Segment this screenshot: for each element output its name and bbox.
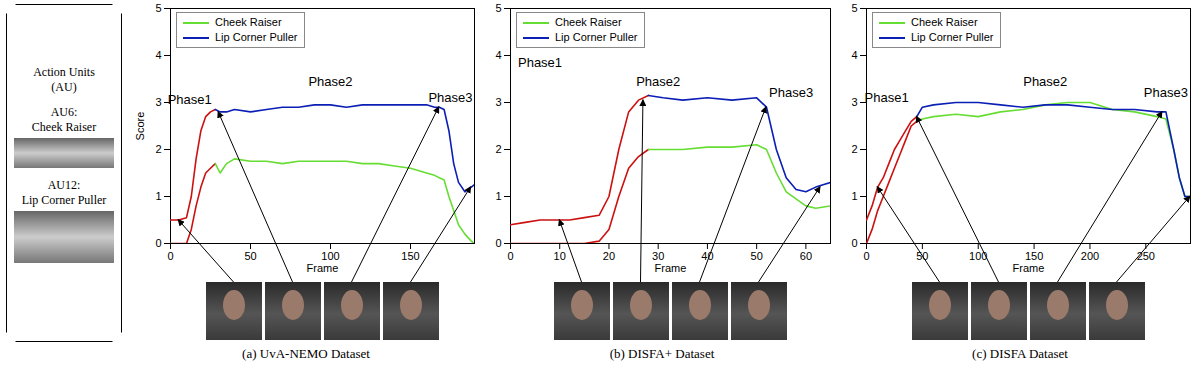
- svg-text:0: 0: [495, 237, 501, 249]
- html-text:(a) UvA-NEMO Dataset: (a) UvA-NEMO Dataset: [242, 346, 370, 361]
- svg-text:10: 10: [554, 250, 566, 262]
- svg-text:Phase3: Phase3: [769, 85, 813, 100]
- svg-text:0: 0: [167, 250, 173, 262]
- svg-text:Phase1: Phase1: [865, 90, 909, 105]
- svg-text:5: 5: [495, 2, 501, 14]
- svg-text:50: 50: [244, 250, 256, 262]
- svg-text:2: 2: [155, 143, 161, 155]
- svg-text:5: 5: [851, 2, 857, 14]
- html-text:Cheek Raiser: Cheek Raiser: [911, 16, 978, 28]
- svg-text:4: 4: [495, 49, 501, 61]
- html-text:(b) DISFA+ Dataset: (b) DISFA+ Dataset: [609, 346, 715, 361]
- svg-text:150: 150: [1025, 250, 1043, 262]
- svg-text:Phase2: Phase2: [308, 74, 352, 89]
- svg-text:Phase1: Phase1: [168, 92, 212, 107]
- svg-text:Score: Score: [134, 112, 146, 141]
- svg-text:Frame: Frame: [1013, 262, 1045, 274]
- html-text:Cheek Raiser: Cheek Raiser: [31, 120, 97, 134]
- svg-text:1: 1: [851, 190, 857, 202]
- svg-text:100: 100: [321, 250, 339, 262]
- svg-text:Phase3: Phase3: [428, 90, 472, 105]
- svg-text:50: 50: [751, 250, 763, 262]
- svg-text:4: 4: [155, 49, 161, 61]
- svg-text:Frame: Frame: [655, 262, 687, 274]
- svg-text:Phase2: Phase2: [1023, 74, 1067, 89]
- svg-text:3: 3: [851, 96, 857, 108]
- svg-text:150: 150: [401, 250, 419, 262]
- svg-text:3: 3: [495, 96, 501, 108]
- svg-text:60: 60: [800, 250, 812, 262]
- svg-text:1: 1: [155, 190, 161, 202]
- svg-text:0: 0: [851, 237, 857, 249]
- html-text:AU6:: AU6:: [50, 105, 78, 119]
- html-text:Lip Corner Puller: Lip Corner Puller: [215, 31, 298, 43]
- svg-text:20: 20: [603, 250, 615, 262]
- svg-text:5: 5: [155, 2, 161, 14]
- svg-text:0: 0: [155, 237, 161, 249]
- svg-text:Phase3: Phase3: [1144, 85, 1188, 100]
- svg-text:200: 200: [1081, 250, 1099, 262]
- svg-text:Frame: Frame: [307, 262, 339, 274]
- html-text:Action Units (AU): Action Units (AU): [33, 65, 95, 94]
- svg-text:1: 1: [495, 190, 501, 202]
- html-text:(c) DISFA Dataset: (c) DISFA Dataset: [972, 346, 1068, 361]
- svg-text:0: 0: [863, 250, 869, 262]
- html-text:Lip Corner Puller: Lip Corner Puller: [21, 193, 107, 207]
- svg-text:3: 3: [155, 96, 161, 108]
- svg-text:Phase1: Phase1: [518, 55, 562, 70]
- html-text:Lip Corner Puller: Lip Corner Puller: [911, 31, 994, 43]
- svg-text:250: 250: [1137, 250, 1155, 262]
- svg-text:4: 4: [851, 49, 857, 61]
- svg-text:2: 2: [495, 143, 501, 155]
- svg-text:2: 2: [851, 143, 857, 155]
- svg-text:40: 40: [701, 250, 713, 262]
- svg-text:Phase2: Phase2: [636, 74, 680, 89]
- html-text:Cheek Raiser: Cheek Raiser: [215, 16, 282, 28]
- svg-text:100: 100: [969, 250, 987, 262]
- svg-text:30: 30: [652, 250, 664, 262]
- html-text:Cheek Raiser: Cheek Raiser: [555, 16, 622, 28]
- html-text:Lip Corner Puller: Lip Corner Puller: [555, 31, 638, 43]
- svg-text:0: 0: [507, 250, 513, 262]
- html-text:AU12:: AU12:: [47, 178, 81, 192]
- svg-text:50: 50: [916, 250, 928, 262]
